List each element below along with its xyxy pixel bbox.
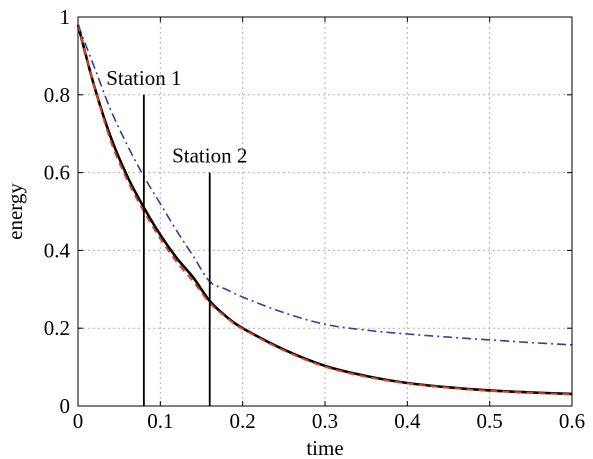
y-tick-label: 1 [60, 5, 71, 29]
x-tick-label: 0.1 [147, 409, 173, 433]
y-tick-label: 0.2 [44, 316, 70, 340]
x-tick-label: 0.6 [559, 409, 585, 433]
x-tick-label: 0 [73, 409, 84, 433]
series-group [76, 24, 573, 396]
station-label: Station 1 [106, 66, 181, 90]
ticks: 0 0.1 0.2 0.3 0.4 0.5 0.6 0 0.2 0.4 0.6 0.8 1 [44, 5, 585, 433]
series-line-dashdot [77, 24, 573, 346]
y-tick-label: 0.8 [44, 83, 70, 107]
series-line-dashed [77, 24, 573, 396]
x-tick-label: 0.5 [477, 409, 503, 433]
x-tick-label: 0.4 [394, 409, 421, 433]
x-axis-label: time [306, 436, 343, 459]
x-tick-label: 0.3 [312, 409, 338, 433]
grid [78, 17, 572, 406]
station-label: Station 2 [172, 144, 247, 168]
y-tick-label: 0 [60, 394, 71, 418]
y-axis-label: energy [3, 183, 27, 240]
annotations: Station 1 Station 2 [106, 66, 247, 406]
x-tick-label: 0.2 [230, 409, 256, 433]
y-tick-label: 0.6 [44, 161, 70, 185]
y-tick-label: 0.4 [44, 238, 71, 262]
